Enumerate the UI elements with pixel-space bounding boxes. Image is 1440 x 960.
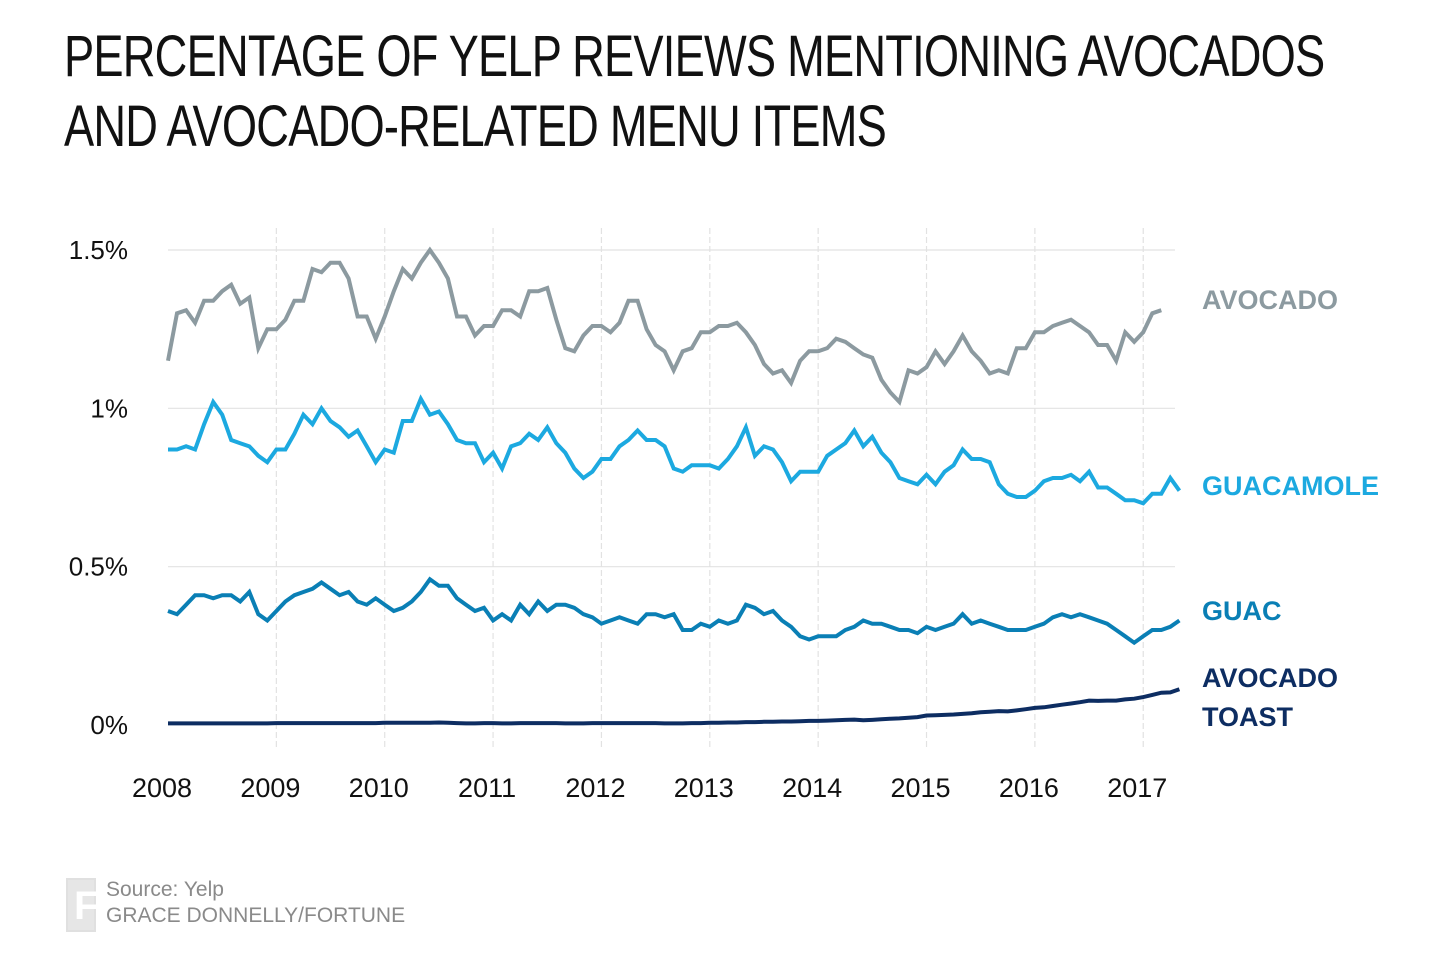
x-tick-label: 2009 <box>240 773 300 803</box>
x-tick-label: 2016 <box>999 773 1059 803</box>
series-label: GUAC <box>1202 596 1282 626</box>
series-label: AVOCADO <box>1202 663 1338 693</box>
fortune-logo-icon: F <box>66 878 98 932</box>
x-tick-label: 2017 <box>1107 773 1167 803</box>
series-labels: AVOCADO GUACAMOLE GUAC AVOCADO TOAST <box>1202 285 1379 732</box>
series-label: TOAST <box>1202 702 1294 732</box>
x-tick-label: 2010 <box>349 773 409 803</box>
x-tick-label: 2008 <box>132 773 192 803</box>
y-tick-label: 0.5% <box>69 552 128 582</box>
y-tick-label: 0% <box>90 710 128 740</box>
y-axis-ticks: 0% 0.5% 1% 1.5% <box>69 235 128 740</box>
x-tick-label: 2012 <box>565 773 625 803</box>
x-tick-label: 2014 <box>782 773 842 803</box>
y-tick-label: 1.5% <box>69 235 128 265</box>
series-label: GUACAMOLE <box>1202 471 1379 501</box>
gridlines <box>168 228 1175 750</box>
series-line-guac <box>167 576 1181 646</box>
x-tick-label: 2015 <box>890 773 950 803</box>
x-axis-ticks: 2008 2009 2010 2011 2012 2013 2014 2015 2016 2017 <box>132 773 1167 803</box>
x-tick-label: 2011 <box>458 773 516 803</box>
series-line-guacamole <box>168 394 1182 506</box>
y-tick-label: 1% <box>90 393 128 423</box>
source-note: Source: Yelp <box>106 878 224 901</box>
series-line-avocado-toast <box>168 687 1181 726</box>
series-lines <box>166 246 1182 726</box>
credit-note: GRACE DONNELLY/FORTUNE <box>106 904 406 927</box>
series-label: AVOCADO <box>1202 285 1338 315</box>
series-line-avocado <box>166 246 1162 406</box>
chart-title-line-2: AND AVOCADO-RELATED MENU ITEMS <box>64 94 887 159</box>
x-tick-label: 2013 <box>674 773 734 803</box>
